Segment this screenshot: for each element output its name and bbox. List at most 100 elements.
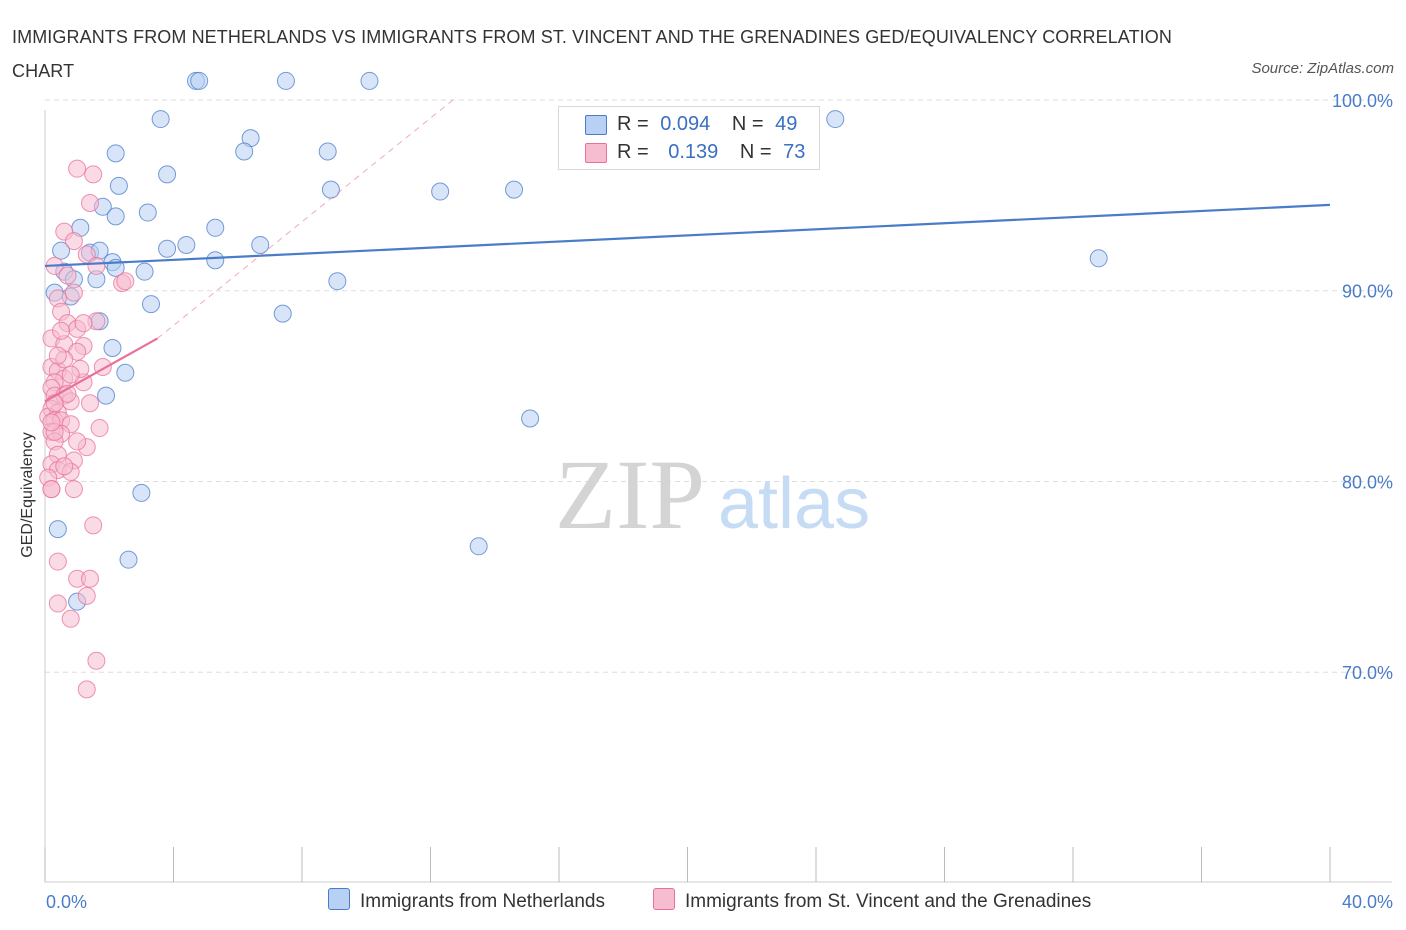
point-st-vincent <box>68 159 87 178</box>
correlation-legend: R = 0.094 N = 49 R = 0.139 N = 73 <box>558 106 820 170</box>
point-st-vincent <box>87 651 106 670</box>
x-tick-label: 0.0% <box>46 892 87 912</box>
n-label: N = <box>731 113 764 135</box>
point-netherlands <box>135 262 154 281</box>
point-netherlands <box>103 338 122 357</box>
point-st-vincent <box>61 609 80 628</box>
point-st-vincent <box>116 272 135 291</box>
point-st-vincent <box>84 516 103 535</box>
point-netherlands <box>116 363 135 382</box>
point-netherlands <box>190 71 209 90</box>
point-netherlands <box>109 176 128 195</box>
legend-label-st-vincent: Immigrants from St. Vincent and the Gren… <box>685 891 1092 912</box>
point-st-vincent <box>77 680 96 699</box>
trendline-st-vincent <box>157 99 454 339</box>
r-value: 0.139 <box>668 141 719 163</box>
y-tick-label: 80.0% <box>1342 472 1393 492</box>
point-st-vincent <box>77 586 96 605</box>
point-st-vincent <box>48 346 67 365</box>
point-st-vincent <box>52 321 71 340</box>
point-netherlands <box>235 142 254 161</box>
point-netherlands <box>318 142 337 161</box>
point-netherlands <box>469 537 488 556</box>
point-netherlands <box>251 235 270 254</box>
point-netherlands <box>505 180 524 199</box>
r-label: R = <box>617 141 649 163</box>
tick-labels: 100.0% 90.0% 80.0% 70.0% 0.0% 40.0% <box>46 91 1393 912</box>
axes <box>44 110 1392 883</box>
legend-swatch-pink <box>653 888 675 910</box>
series-legend: Immigrants from Netherlands Immigrants f… <box>0 888 1406 918</box>
r-value: 0.094 <box>660 113 711 135</box>
grid-lines <box>45 99 1392 673</box>
trend-lines <box>44 99 1331 403</box>
point-netherlands <box>177 235 196 254</box>
trendline-netherlands <box>44 203 1331 268</box>
point-netherlands <box>132 483 151 502</box>
point-netherlands <box>521 409 540 428</box>
watermark-atlas: atlas <box>718 464 870 544</box>
legend-swatch-pink <box>585 143 607 163</box>
point-st-vincent <box>64 232 83 251</box>
y-tick-label: 70.0% <box>1342 663 1393 683</box>
point-netherlands <box>328 272 347 291</box>
legend-item-st-vincent: Immigrants from St. Vincent and the Gren… <box>653 888 1091 913</box>
n-label: N = <box>739 141 772 163</box>
point-st-vincent <box>74 314 93 333</box>
point-netherlands <box>321 180 340 199</box>
n-value: 49 <box>775 113 798 135</box>
data-points <box>39 71 1108 699</box>
point-netherlands <box>142 295 161 314</box>
point-st-vincent <box>80 394 99 413</box>
point-netherlands <box>206 251 225 270</box>
legend-label-netherlands: Immigrants from Netherlands <box>360 891 605 912</box>
point-netherlands <box>97 386 116 405</box>
point-netherlands <box>138 203 157 222</box>
point-st-vincent <box>80 193 99 212</box>
point-netherlands <box>158 239 177 258</box>
watermark-zip: ZIP <box>555 439 705 550</box>
point-st-vincent <box>55 457 74 476</box>
point-st-vincent <box>64 283 83 302</box>
point-st-vincent <box>42 480 61 499</box>
point-st-vincent <box>48 552 67 571</box>
point-st-vincent <box>61 365 80 384</box>
point-st-vincent <box>48 594 67 613</box>
trendline-st-vincent <box>44 337 158 403</box>
point-st-vincent <box>90 419 109 438</box>
point-netherlands <box>431 182 450 201</box>
legend-item-netherlands: Immigrants from Netherlands <box>328 888 605 913</box>
point-netherlands <box>1089 249 1108 268</box>
point-netherlands <box>119 550 138 569</box>
point-st-vincent <box>84 165 103 184</box>
x-tick-label: 40.0% <box>1342 892 1393 912</box>
legend-swatch-blue <box>585 115 607 135</box>
point-netherlands <box>273 304 292 323</box>
point-netherlands <box>826 110 845 129</box>
point-netherlands <box>52 241 71 260</box>
chart-title: IMMIGRANTS FROM NETHERLANDS VS IMMIGRANT… <box>12 27 1172 81</box>
point-netherlands <box>151 110 170 129</box>
y-axis-label: GED/Equivalency <box>19 432 36 557</box>
point-netherlands <box>106 144 125 163</box>
point-netherlands <box>276 71 295 90</box>
point-st-vincent <box>68 432 87 451</box>
legend-swatch-blue <box>328 888 350 910</box>
point-netherlands <box>48 520 67 539</box>
y-tick-label: 90.0% <box>1342 282 1393 302</box>
point-st-vincent <box>45 394 64 413</box>
r-label: R = <box>617 113 649 135</box>
point-st-vincent <box>58 266 77 285</box>
source-label: Source: ZipAtlas.com <box>1251 60 1394 77</box>
point-st-vincent <box>64 480 83 499</box>
y-tick-label: 100.0% <box>1332 91 1393 111</box>
n-value: 73 <box>783 141 806 163</box>
point-netherlands <box>206 218 225 237</box>
point-st-vincent <box>87 256 106 275</box>
point-netherlands <box>360 71 379 90</box>
point-netherlands <box>158 165 177 184</box>
point-st-vincent <box>80 569 99 588</box>
point-netherlands <box>106 207 125 226</box>
point-st-vincent <box>42 413 61 432</box>
